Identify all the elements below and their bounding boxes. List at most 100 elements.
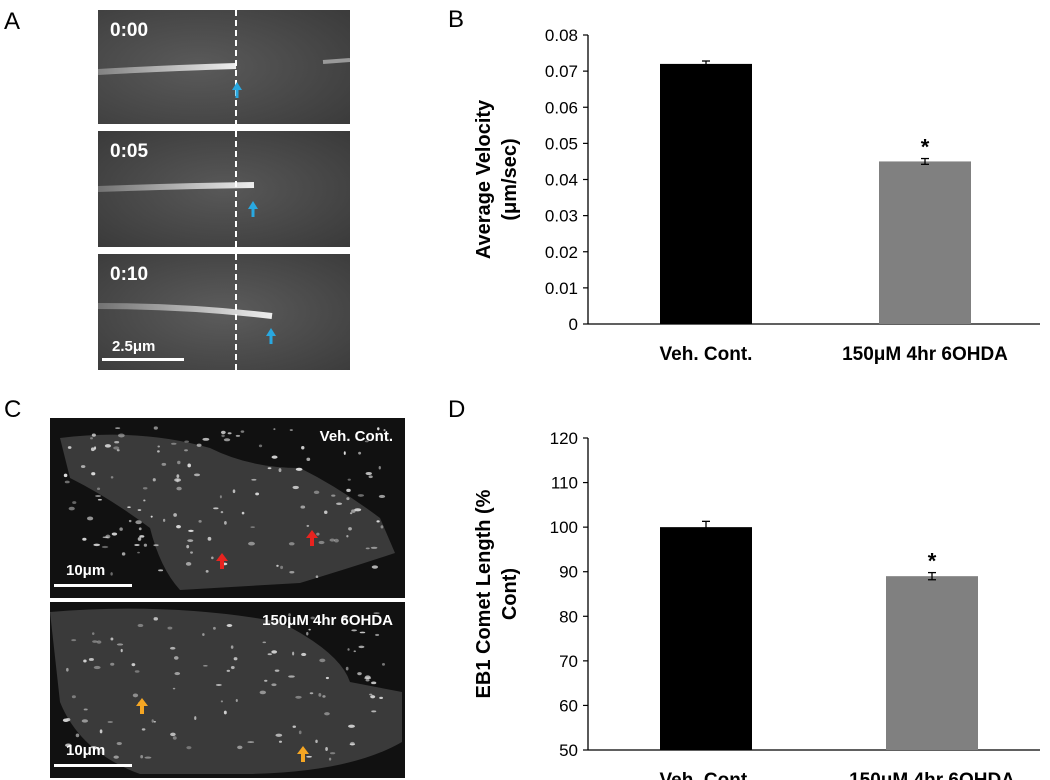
blue-arrow-icon — [248, 201, 258, 217]
comet-speckle — [170, 732, 176, 737]
comet-speckle — [153, 426, 158, 430]
comet-speckle — [116, 449, 120, 452]
timelapse-frame-1: 0:00 — [98, 10, 350, 124]
comet-speckle — [213, 626, 216, 630]
comet-speckle — [211, 556, 214, 560]
comet-speckle — [203, 664, 208, 667]
y-axis-title-line: Cont) — [499, 568, 521, 620]
frame-time-label: 0:05 — [110, 141, 149, 162]
frame-3-image — [98, 254, 350, 370]
comet-speckle — [72, 501, 77, 505]
comet-speckle — [292, 725, 296, 728]
orange-arrow-icon — [297, 746, 309, 762]
comet-speckle — [110, 476, 114, 479]
comet-speckle — [306, 755, 312, 758]
comet-speckle — [173, 513, 177, 517]
comet-speckle — [187, 463, 191, 468]
comet-speckle — [223, 710, 227, 715]
comet-speckle — [134, 670, 140, 673]
comet-speckle — [116, 741, 122, 746]
comet-speckle — [349, 512, 353, 515]
comet-speckle — [250, 526, 255, 529]
comet-speckle — [349, 741, 355, 746]
comet-speckle — [113, 446, 120, 450]
frame-2-image — [98, 131, 350, 247]
comet-speckle — [221, 434, 225, 438]
comet-speckle — [354, 508, 362, 512]
comet-speckle — [194, 716, 197, 720]
comet-speckle — [233, 657, 238, 661]
comet-speckle — [368, 475, 373, 479]
comet-speckle — [295, 695, 302, 699]
y-axis-title: EB1 Comet Length (% Cont) — [473, 489, 521, 698]
comet-speckle — [230, 645, 234, 649]
comet-speckle — [111, 532, 118, 536]
comet-speckle — [174, 478, 182, 482]
comet-speckle — [80, 465, 86, 468]
comet-speckle — [376, 520, 380, 523]
comet-speckle — [171, 442, 177, 445]
x-category-label: Veh. Cont. — [660, 770, 753, 780]
comet-speckle — [68, 506, 75, 511]
comet-length-bar-chart: 50 60 70 80 90 100 110 120 EB1 Comet Length (% Co… — [473, 429, 1040, 780]
comet-speckle — [309, 692, 314, 695]
red-arrow-icon — [306, 530, 318, 546]
treated-label: 150μM 4hr 6OHDA — [262, 612, 393, 629]
comet-speckle — [188, 529, 194, 533]
comet-speckle — [90, 437, 93, 440]
comet-speckle — [116, 643, 124, 646]
comet-speckle — [381, 662, 386, 666]
comet-speckle — [230, 665, 235, 670]
comet-speckle — [276, 564, 279, 567]
x-category-label: Veh. Cont. — [660, 344, 753, 365]
frame-time-label: 0:10 — [110, 264, 149, 285]
comet-speckle — [172, 736, 177, 740]
scale-bar-label: 2.5μm — [112, 338, 156, 355]
y-axis-title-line: EB1 Comet Length (% — [473, 489, 495, 698]
comet-speckle — [347, 648, 350, 651]
comet-speckle — [143, 499, 146, 502]
comet-speckle — [278, 468, 282, 473]
comet-speckle — [186, 746, 192, 750]
comet-speckle — [288, 613, 291, 617]
comet-speckle — [137, 509, 142, 512]
comet-speckle — [364, 677, 372, 680]
comet-speckle — [71, 695, 76, 699]
vehicle-label: Veh. Cont. — [319, 428, 393, 445]
comet-speckle — [95, 495, 101, 497]
comet-speckle — [172, 687, 176, 690]
comet-speckle — [267, 467, 272, 470]
comet-speckle — [185, 562, 192, 566]
comet-speckle — [113, 755, 119, 759]
comet-speckle — [224, 521, 227, 525]
velocity-bar-chart: 0 0.01 0.02 0.03 0.04 0.05 0.06 0.07 0.08 Average… — [473, 26, 1040, 365]
comet-speckle — [365, 471, 372, 476]
comet-speckle — [161, 462, 167, 466]
comet-speckle — [370, 546, 378, 549]
comet-speckle — [104, 444, 112, 448]
comet-speckle — [258, 444, 263, 448]
comet-speckle — [153, 720, 156, 723]
comet-speckle — [371, 710, 377, 713]
comet-speckle — [315, 575, 319, 579]
comet-speckle — [137, 623, 144, 628]
comet-speckle — [247, 741, 255, 743]
panel-letter-c: C — [4, 396, 22, 423]
y-tick-label: 110 — [551, 474, 578, 493]
comet-speckle — [235, 698, 238, 703]
comet-speckle — [75, 733, 80, 738]
comet-speckle — [324, 510, 328, 514]
comet-speckle — [278, 740, 283, 743]
scale-bar — [54, 584, 132, 587]
comet-speckle — [81, 719, 89, 723]
comet-speckle — [351, 509, 356, 513]
comet-speckle — [187, 539, 194, 542]
comet-speckle — [101, 545, 109, 549]
comet-speckle — [91, 472, 96, 476]
comet-speckle — [223, 438, 231, 442]
comet-speckle — [313, 490, 320, 495]
comet-speckle — [193, 473, 201, 477]
bar — [660, 63, 752, 325]
comet-speckle — [280, 565, 284, 570]
comet-speckle — [220, 430, 226, 435]
